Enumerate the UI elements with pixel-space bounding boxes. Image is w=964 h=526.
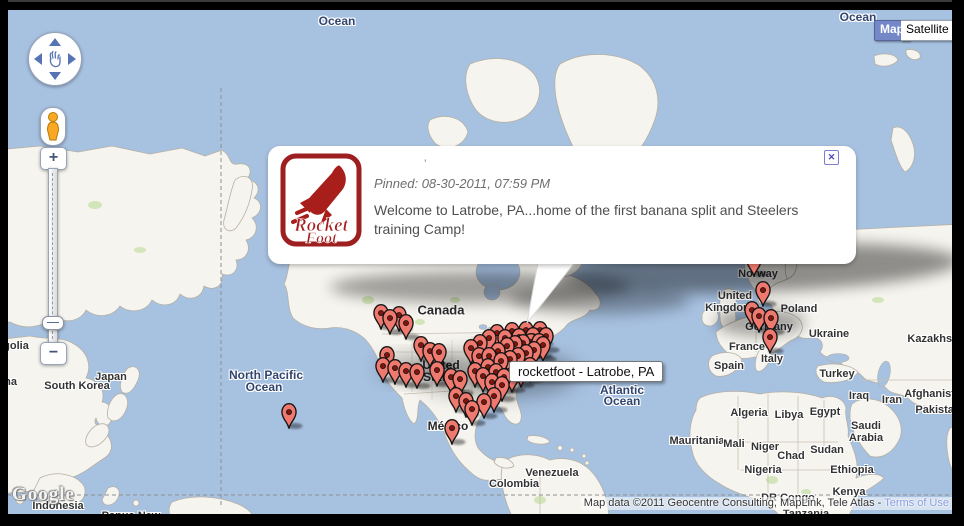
- info-window: Rocket Foot ’ Pinned: 08-30-2011, 07:59 …: [268, 146, 856, 264]
- pin-shadow: [519, 382, 535, 388]
- pin-shadow: [541, 356, 557, 362]
- hand-icon: [49, 50, 61, 68]
- pin-shadow: [482, 413, 498, 419]
- pan-down-arrow-icon[interactable]: [49, 72, 61, 80]
- zoom-in-button[interactable]: +: [40, 147, 67, 170]
- pin-shadow: [470, 420, 486, 426]
- attribution-bar: Map data ©2011 Geocentre Consulting, Map…: [580, 497, 952, 510]
- frame-bottom: [0, 514, 964, 526]
- zoom-out-button[interactable]: −: [40, 342, 67, 365]
- pan-left-arrow-icon[interactable]: [34, 53, 42, 65]
- pin-shadow: [492, 407, 508, 413]
- logo-text-foot: Foot: [304, 230, 337, 247]
- pegman-control[interactable]: [40, 107, 66, 146]
- google-logo: Google: [12, 484, 75, 505]
- pan-up-arrow-icon[interactable]: [49, 38, 61, 46]
- pinned-timestamp: Pinned: 08-30-2011, 07:59 PM: [374, 176, 551, 191]
- pin-shadow: [768, 348, 784, 354]
- attribution-text: Map data ©2011 Geocentre Consulting, Map…: [583, 497, 885, 509]
- info-window-message: Welcome to Latrobe, PA...home of the fir…: [374, 202, 799, 237]
- map-type-button-satellite[interactable]: Satellite: [901, 20, 955, 41]
- pan-right-arrow-icon[interactable]: [68, 53, 76, 65]
- pin-shadow: [752, 271, 768, 277]
- close-icon[interactable]: ✕: [824, 150, 839, 165]
- stray-mark: ’: [424, 157, 427, 171]
- zoom-slider-handle[interactable]: [42, 316, 64, 330]
- pin-shadow: [500, 396, 516, 402]
- pan-control[interactable]: [28, 32, 82, 86]
- pegman-icon: [46, 112, 60, 141]
- pin-shadow: [450, 439, 466, 445]
- logo-text-rocket: Rocket: [293, 215, 349, 236]
- pin-shadow: [761, 301, 777, 307]
- pin-shadow: [415, 383, 431, 389]
- pin-shadow: [287, 423, 303, 429]
- frame-top: [0, 0, 964, 10]
- terms-of-use-link[interactable]: Terms of Use: [884, 497, 949, 509]
- dashed-boundaries: [0, 88, 958, 506]
- frame-left: [0, 0, 8, 526]
- rocketfoot-logo: Rocket Foot: [280, 153, 362, 247]
- frame-right: [952, 0, 964, 526]
- marker-tooltip: rocketfoot - Latrobe, PA: [509, 361, 664, 382]
